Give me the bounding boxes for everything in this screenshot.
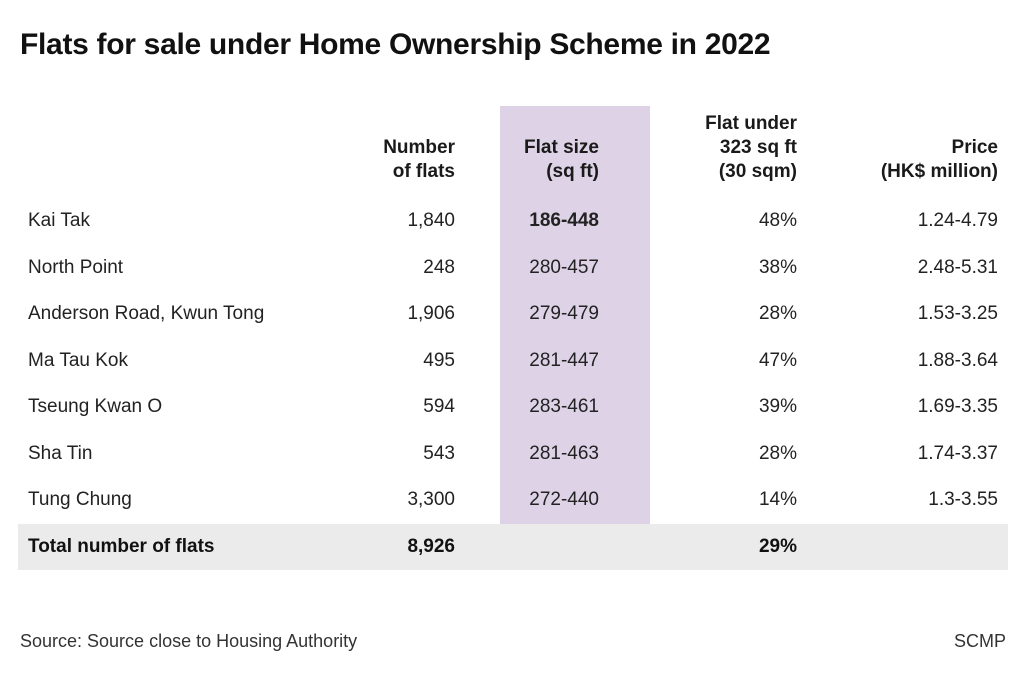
source-note: Source: Source close to Housing Authorit… <box>20 631 358 651</box>
header-line: Flat under <box>705 113 797 134</box>
table-row: Anderson Road, Kwun Tong 1,906 279-479 2… <box>18 291 1008 338</box>
chart-title: Flats for sale under Home Ownership Sche… <box>20 28 771 61</box>
table-row: Tseung Kwan O 594 283-461 39% 1.69-3.35 <box>18 384 1008 431</box>
cell-size: 283-461 <box>529 396 599 418</box>
cell-flats: 3,300 <box>407 489 455 511</box>
cell-size: 281-447 <box>529 349 599 371</box>
table-row: North Point 248 280-457 38% 2.48-5.31 <box>18 245 1008 292</box>
cell-flats: 1,906 <box>407 303 455 325</box>
cell-under: 28% <box>758 442 797 464</box>
cell-under: 39% <box>758 396 797 418</box>
header-number-of-flats: Number of flats <box>330 106 465 198</box>
total-size-empty <box>465 523 635 570</box>
header-line: Number <box>383 137 455 158</box>
cell-price: 2.48-5.31 <box>917 256 998 278</box>
cell-location: Anderson Road, Kwun Tong <box>28 303 265 325</box>
cell-location: Sha Tin <box>28 442 93 464</box>
total-row: Total number of flats 8,926 29% <box>18 523 1008 570</box>
header-location <box>18 106 330 198</box>
cell-size: 281-463 <box>529 442 599 464</box>
cell-location: Kai Tak <box>28 210 90 232</box>
cell-location: Ma Tau Kok <box>28 349 128 371</box>
table-row: Ma Tau Kok 495 281-447 47% 1.88-3.64 <box>18 338 1008 385</box>
total-label: Total number of flats <box>18 523 330 570</box>
cell-size: 279-479 <box>529 303 599 325</box>
cell-price: 1.69-3.35 <box>917 396 998 418</box>
cell-under: 47% <box>758 349 797 371</box>
table-row: Kai Tak 1,840 186-448 48% 1.24-4.79 <box>18 198 1008 245</box>
cell-price: 1.3-3.55 <box>928 489 998 511</box>
cell-under: 48% <box>758 210 797 232</box>
cell-size: 186-448 <box>529 210 599 232</box>
table-row: Sha Tin 543 281-463 28% 1.74-3.37 <box>18 431 1008 478</box>
header-flat-under-323: Flat under 323 sq ft (30 sqm) <box>635 106 807 198</box>
cell-flats: 543 <box>423 442 455 464</box>
cell-price: 1.24-4.79 <box>917 210 998 232</box>
flat-size-highlight-column <box>500 106 650 525</box>
header-line: (HK$ million) <box>880 161 998 182</box>
header-line: (sq ft) <box>546 161 599 182</box>
header-line: Flat size <box>524 137 599 158</box>
table-row: Tung Chung 3,300 272-440 14% 1.3-3.55 <box>18 477 1008 524</box>
cell-location: Tung Chung <box>28 489 132 511</box>
cell-location: North Point <box>28 256 124 278</box>
total-under: 29% <box>635 523 807 570</box>
cell-under: 14% <box>758 489 797 511</box>
total-price-empty <box>807 523 1008 570</box>
cell-under: 38% <box>758 256 797 278</box>
header-price: Price (HK$ million) <box>807 106 1008 198</box>
header-flat-size: Flat size (sq ft) <box>465 106 635 198</box>
cell-flats: 248 <box>423 256 455 278</box>
header-line: 323 sq ft <box>719 137 797 158</box>
cell-price: 1.74-3.37 <box>917 442 998 464</box>
header-line: of flats <box>392 161 455 182</box>
credit-label: SCMP <box>953 631 1006 651</box>
total-flats: 8,926 <box>330 523 465 570</box>
cell-size: 280-457 <box>529 256 599 278</box>
cell-price: 1.53-3.25 <box>917 303 998 325</box>
cell-location: Tseung Kwan O <box>28 396 163 418</box>
cell-size: 272-440 <box>529 489 599 511</box>
cell-flats: 495 <box>423 349 455 371</box>
cell-price: 1.88-3.64 <box>917 349 998 371</box>
cell-flats: 1,840 <box>407 210 455 232</box>
cell-under: 28% <box>758 303 797 325</box>
header-line: (30 sqm) <box>718 161 797 182</box>
cell-flats: 594 <box>423 396 455 418</box>
header-row: Number of flats Flat size (sq ft) Flat u… <box>18 106 1008 198</box>
header-line: Price <box>951 137 998 158</box>
hos-flats-table: Number of flats Flat size (sq ft) Flat u… <box>18 106 1008 570</box>
